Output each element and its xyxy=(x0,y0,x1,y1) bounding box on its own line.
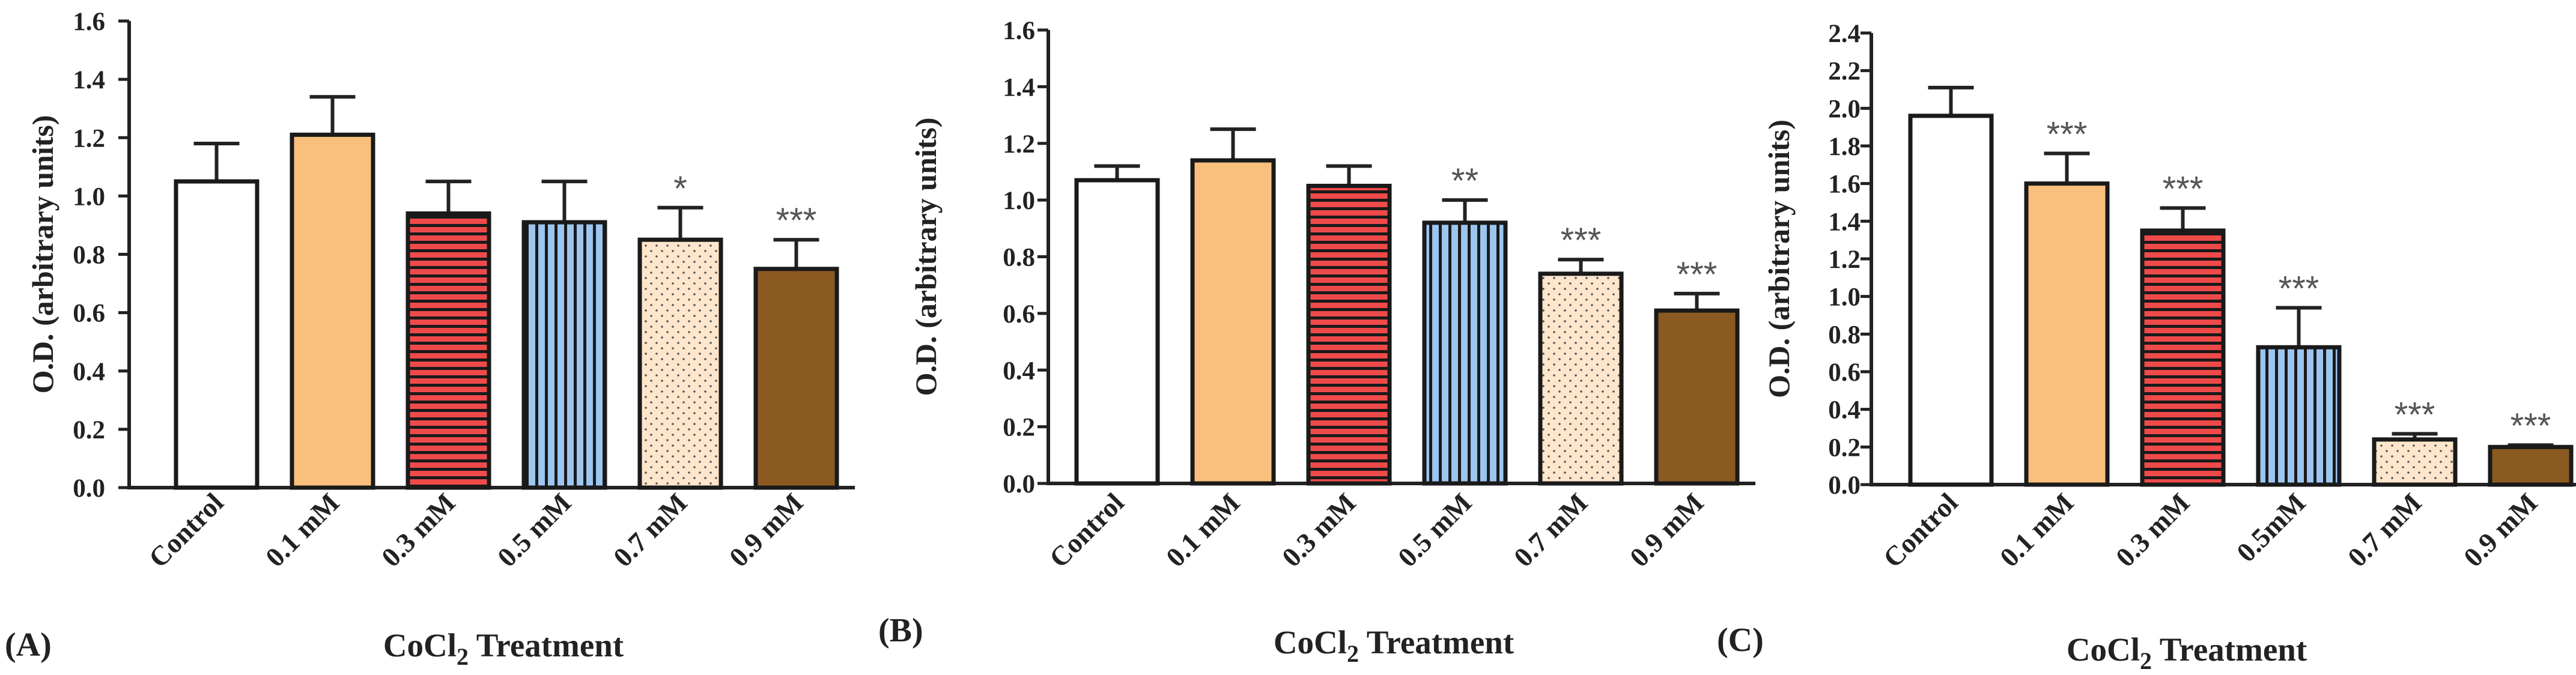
bar-0-3-mm xyxy=(406,211,491,490)
bar-0-7-mm xyxy=(2372,437,2458,487)
category-label: 0.5 mM xyxy=(1392,487,1478,573)
category-label: 0.3 mM xyxy=(1276,487,1362,573)
bar-0-1-mm xyxy=(1190,158,1276,486)
bar-0-5mm xyxy=(2256,345,2342,487)
category-label: 0.1 mM xyxy=(260,487,345,573)
category-label: 0.1 mM xyxy=(1160,487,1246,573)
bar-0-1-mm xyxy=(2024,181,2110,487)
bar-0-3-mm xyxy=(1306,184,1392,486)
bar-0-5-mm xyxy=(1422,220,1508,486)
bar-0-7-mm xyxy=(1538,271,1624,486)
y-tick-label: 1.2 xyxy=(1003,130,1035,159)
bar-0-5-mm xyxy=(521,220,607,490)
y-tick-label: 0.6 xyxy=(1828,359,1861,387)
significance-marker: *** xyxy=(2511,407,2551,446)
bar-0-7-mm xyxy=(637,237,723,490)
category-label: 0.7 mM xyxy=(2342,487,2428,573)
category-label: Control xyxy=(1043,487,1130,574)
y-tick-label: 2.2 xyxy=(1828,58,1861,86)
y-tick-label: 1.0 xyxy=(73,183,105,211)
category-label: 0.3 mM xyxy=(2110,487,2196,573)
chart-panels: 0.0 0.2 0.4 0.6 0.8 1.0 1.2 1.4 1.6 O.D. (arbitra… xyxy=(5,8,2576,674)
y-tick-label: 2.4 xyxy=(1828,20,1861,48)
bar-0-1-mm xyxy=(290,132,375,490)
category-label: 0.5mM xyxy=(2231,487,2312,568)
significance-marker: *** xyxy=(2047,115,2088,154)
y-tick-label: 2.0 xyxy=(1828,95,1861,123)
bar-control xyxy=(174,179,260,490)
significance-marker: ** xyxy=(1451,162,1478,201)
bar-0-9-mm xyxy=(753,267,839,490)
panel-label: (B) xyxy=(878,612,923,649)
significance-marker: *** xyxy=(1561,221,1602,260)
y-tick-label: 1.0 xyxy=(1003,187,1035,215)
y-tick-label: 1.0 xyxy=(1828,283,1861,312)
y-tick-label: 1.4 xyxy=(73,66,105,94)
y-axis-title: O.D. (arbitrary units) xyxy=(909,118,943,396)
bar-0-3-mm xyxy=(2140,228,2226,487)
significance-marker: *** xyxy=(1677,255,1718,294)
category-label: 0.3 mM xyxy=(375,487,461,573)
category-label: 0.9 mM xyxy=(2458,487,2544,573)
y-tick-label: 1.6 xyxy=(1003,17,1035,45)
bar-control xyxy=(1908,114,1994,487)
bar-0-9-mm xyxy=(2488,444,2574,487)
panel-label: (A) xyxy=(5,626,52,664)
y-tick-label: 0.8 xyxy=(1003,244,1035,272)
significance-marker: *** xyxy=(2163,169,2204,208)
category-label: 0.1 mM xyxy=(1994,487,2080,573)
category-label: 0.9 mM xyxy=(1624,487,1710,573)
y-tick-label: 0.2 xyxy=(1003,414,1035,442)
category-label: Control xyxy=(143,487,229,574)
significance-marker: *** xyxy=(2395,395,2435,434)
y-tick-label: 0.0 xyxy=(73,474,105,503)
chart-panel-2: 0.0 0.2 0.4 0.6 0.8 1.0 1.2 1.4 1.6 O.D. (arbitra… xyxy=(878,17,1755,667)
chart-panel-1: 0.0 0.2 0.4 0.6 0.8 1.0 1.2 1.4 1.6 O.D. (arbitra… xyxy=(5,8,855,670)
y-tick-label: 0.2 xyxy=(1828,434,1861,462)
category-label: 0.7 mM xyxy=(607,487,693,573)
y-tick-label: 0.4 xyxy=(1828,396,1861,425)
y-tick-label: 0.0 xyxy=(1828,471,1861,500)
category-label: 0.7 mM xyxy=(1508,487,1594,573)
bar-0-9-mm xyxy=(1654,308,1740,486)
y-tick-label: 0.8 xyxy=(1828,321,1861,349)
y-tick-label: 1.6 xyxy=(73,8,105,36)
y-axis-title: O.D. (arbitrary units) xyxy=(1762,120,1796,398)
x-axis-title: CoCl2 Treatment xyxy=(2067,631,2307,674)
category-label: 0.5 mM xyxy=(491,487,577,573)
y-tick-label: 0.8 xyxy=(73,241,105,270)
y-tick-label: 1.2 xyxy=(73,124,105,153)
y-tick-label: 0.6 xyxy=(73,300,105,328)
y-tick-label: 1.2 xyxy=(1828,246,1861,274)
significance-marker: *** xyxy=(776,201,817,240)
x-axis-title: CoCl2 Treatment xyxy=(383,627,624,670)
y-tick-label: 0.2 xyxy=(73,416,105,444)
y-tick-label: 0.0 xyxy=(1003,470,1035,498)
category-label: 0.9 mM xyxy=(723,487,809,573)
significance-marker: *** xyxy=(2279,269,2319,308)
y-tick-label: 1.6 xyxy=(1828,171,1861,199)
y-axis-title: O.D. (arbitrary units) xyxy=(26,115,59,394)
y-tick-label: 1.4 xyxy=(1003,73,1035,101)
y-tick-label: 1.4 xyxy=(1828,208,1861,236)
x-axis-title: CoCl2 Treatment xyxy=(1274,624,1514,667)
panel-label: (C) xyxy=(1717,622,1764,659)
y-tick-label: 0.4 xyxy=(73,358,105,386)
significance-marker: * xyxy=(673,169,687,208)
y-tick-label: 0.4 xyxy=(1003,357,1035,385)
bar-control xyxy=(1074,178,1160,486)
category-label: Control xyxy=(1877,487,1964,574)
chart-panel-3: 0.0 0.2 0.4 0.6 0.8 1.0 1.2 1.4 1.6 1.8 2.0 2.2 2.4 O… xyxy=(1717,20,2576,674)
y-tick-label: 0.6 xyxy=(1003,300,1035,328)
y-tick-label: 1.8 xyxy=(1828,133,1861,161)
